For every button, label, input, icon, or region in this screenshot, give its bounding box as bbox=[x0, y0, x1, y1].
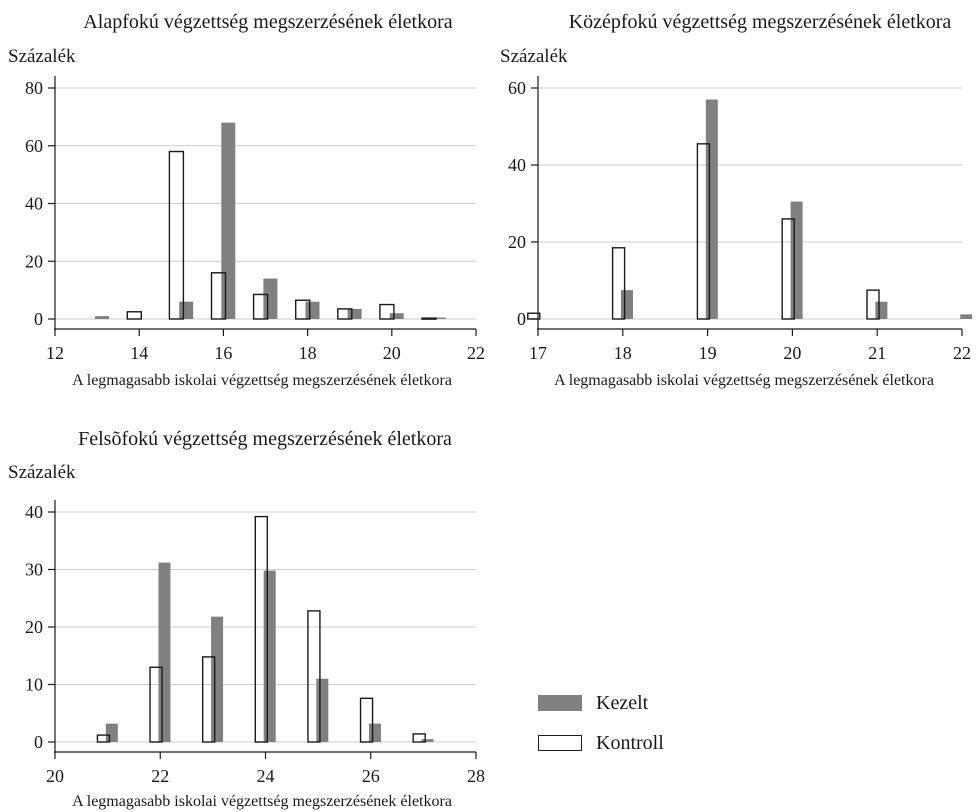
bar-control bbox=[252, 293, 269, 320]
bar-control bbox=[379, 303, 395, 320]
x-tick-label: 20 bbox=[783, 343, 801, 363]
bar-treated bbox=[263, 570, 276, 742]
x-axis-label: A legmagasabb iskolai végzettség megszer… bbox=[72, 793, 452, 810]
y-tick-label: 20 bbox=[508, 232, 526, 252]
y-tick-label: 10 bbox=[25, 675, 43, 695]
bar-treated bbox=[431, 317, 446, 319]
chart-title: Középfokú végzettség megszerzésének élet… bbox=[569, 11, 952, 33]
y-tick-label: 0 bbox=[34, 309, 43, 329]
bar-control bbox=[210, 272, 227, 320]
y-tick-label: 20 bbox=[25, 617, 43, 637]
bar-treated bbox=[621, 290, 633, 319]
bar-treated bbox=[875, 301, 888, 319]
legend-item-treated: Kezelt bbox=[538, 690, 738, 716]
legend-label-control: Kontroll bbox=[596, 731, 664, 754]
bar-control bbox=[866, 289, 880, 320]
bar-treated bbox=[158, 562, 171, 742]
bar-control bbox=[168, 150, 185, 320]
x-axis-label: A legmagasabb iskolai végzettség megszer… bbox=[72, 372, 452, 389]
bar-treated bbox=[316, 678, 329, 742]
x-tick-label: 22 bbox=[467, 343, 485, 363]
x-tick-label: 22 bbox=[151, 766, 169, 786]
x-tick-label: 16 bbox=[214, 343, 232, 363]
bar-control bbox=[359, 697, 374, 743]
bar-control bbox=[126, 311, 143, 320]
bar-control bbox=[96, 734, 111, 743]
bar-control bbox=[611, 247, 626, 320]
chart-title: Alapfokú végzettség megszerzésének életk… bbox=[83, 11, 452, 33]
x-tick-label: 18 bbox=[614, 343, 632, 363]
chart-title: Felsõfokú végzettség megszerzésének élet… bbox=[78, 428, 452, 450]
bar-treated bbox=[105, 723, 118, 742]
bar-treated bbox=[705, 99, 718, 319]
bar-treated bbox=[389, 313, 404, 319]
y-tick-label: 20 bbox=[25, 251, 43, 271]
bar-control bbox=[149, 666, 163, 743]
x-tick-label: 12 bbox=[46, 343, 64, 363]
bar-control bbox=[781, 218, 795, 320]
y-axis-label: Százalék bbox=[8, 46, 76, 67]
x-axis-label: A legmagasabb iskolai végzettség megszer… bbox=[554, 372, 934, 389]
bar-treated bbox=[960, 314, 973, 319]
y-axis-label: Százalék bbox=[500, 46, 568, 67]
y-tick-label: 40 bbox=[508, 155, 526, 175]
x-tick-label: 28 bbox=[467, 766, 485, 786]
bar-treated bbox=[347, 308, 362, 319]
x-tick-label: 21 bbox=[868, 343, 886, 363]
bar-control bbox=[421, 317, 437, 320]
bar-treated bbox=[263, 278, 278, 319]
bar-treated bbox=[179, 301, 194, 319]
x-tick-label: 20 bbox=[383, 343, 401, 363]
y-tick-label: 80 bbox=[25, 78, 43, 98]
bar-treated bbox=[95, 316, 109, 319]
bar-treated bbox=[221, 122, 236, 320]
bar-control bbox=[201, 656, 216, 743]
y-tick-label: 0 bbox=[34, 732, 43, 752]
y-tick-label: 60 bbox=[25, 136, 43, 156]
legend-item-control: Kontroll bbox=[538, 730, 738, 756]
x-tick-label: 17 bbox=[529, 343, 547, 363]
bar-treated bbox=[421, 739, 434, 742]
bar-control bbox=[307, 610, 321, 743]
bar-treated bbox=[211, 616, 224, 742]
bar-treated bbox=[305, 301, 320, 319]
x-tick-label: 26 bbox=[362, 766, 380, 786]
x-tick-label: 22 bbox=[953, 343, 971, 363]
legend-label-treated: Kezelt bbox=[596, 691, 649, 714]
x-tick-label: 14 bbox=[130, 343, 148, 363]
legend-swatch-treated bbox=[538, 695, 582, 711]
y-tick-label: 0 bbox=[517, 309, 526, 329]
bar-control bbox=[337, 308, 353, 320]
x-tick-label: 19 bbox=[699, 343, 717, 363]
y-tick-label: 40 bbox=[25, 194, 43, 214]
bar-control bbox=[696, 143, 711, 320]
bar-control bbox=[254, 515, 269, 743]
legend-swatch-control bbox=[538, 735, 582, 751]
bar-control bbox=[295, 299, 311, 320]
bar-control bbox=[527, 312, 541, 320]
y-tick-label: 30 bbox=[25, 560, 43, 580]
bar-control bbox=[412, 733, 426, 743]
y-tick-label: 40 bbox=[25, 502, 43, 522]
x-tick-label: 24 bbox=[257, 766, 275, 786]
x-tick-label: 20 bbox=[46, 766, 64, 786]
bar-treated bbox=[368, 723, 381, 742]
legend: Kezelt Kontroll bbox=[538, 690, 738, 770]
y-tick-label: 60 bbox=[508, 78, 526, 98]
y-axis-label: Százalék bbox=[8, 462, 76, 483]
x-tick-label: 18 bbox=[299, 343, 317, 363]
